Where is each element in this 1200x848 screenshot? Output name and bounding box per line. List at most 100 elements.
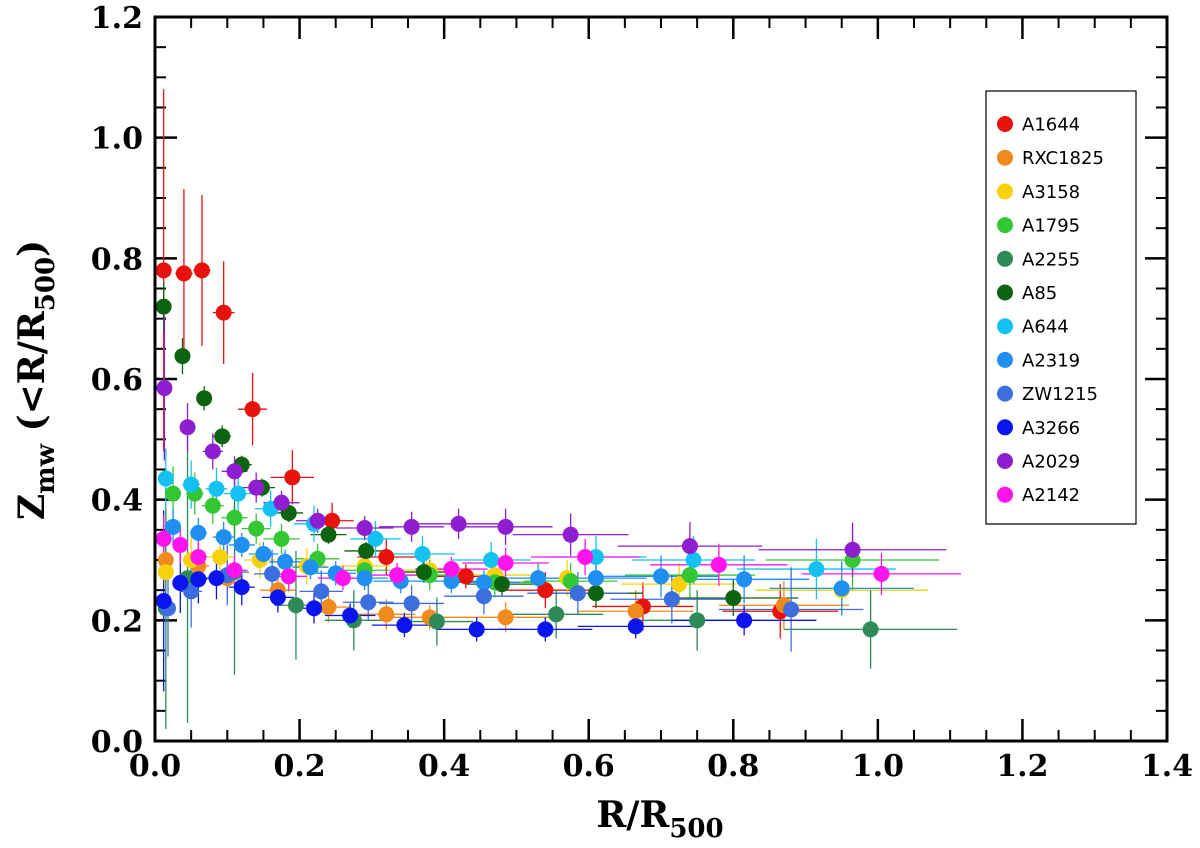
point-a2319 — [443, 573, 460, 590]
point-a2319 — [475, 574, 492, 591]
point-a2255 — [548, 606, 565, 623]
point-a2029 — [356, 520, 373, 537]
point-zw1215 — [783, 601, 800, 618]
point-a3266 — [736, 612, 753, 629]
legend-marker-a3266 — [997, 419, 1013, 436]
point-a2029 — [562, 526, 579, 543]
legend-label-a85: A85 — [1022, 283, 1057, 304]
point-a644 — [183, 476, 200, 493]
y-tick-label: 0.4 — [91, 484, 143, 519]
point-a3158 — [157, 564, 174, 581]
point-a3266 — [627, 618, 644, 635]
point-a85 — [493, 576, 510, 593]
legend-label-a3266: A3266 — [1022, 418, 1080, 439]
point-a2029 — [204, 443, 221, 460]
point-a644 — [230, 485, 247, 502]
point-a85 — [196, 390, 213, 407]
point-a3158 — [671, 576, 688, 593]
point-a85 — [214, 428, 231, 445]
point-a2029 — [681, 538, 698, 555]
point-a2029 — [450, 515, 467, 532]
point-a644 — [808, 561, 825, 578]
point-a2142 — [172, 536, 189, 553]
point-a3266 — [342, 607, 359, 624]
point-rxc1825 — [320, 599, 337, 616]
point-a1644 — [193, 262, 210, 279]
point-a1644 — [324, 512, 341, 529]
legend-label-a1644: A1644 — [1022, 115, 1080, 136]
point-a85 — [415, 564, 432, 581]
point-a2319 — [165, 518, 182, 535]
point-a2029 — [844, 541, 861, 558]
point-a1644 — [155, 262, 172, 279]
point-a3266 — [233, 579, 250, 596]
point-a644 — [208, 480, 225, 497]
point-a3158 — [212, 548, 229, 565]
point-a85 — [725, 590, 742, 607]
legend-label-a1795: A1795 — [1022, 216, 1080, 237]
point-a2319 — [653, 568, 669, 585]
point-a3266 — [537, 621, 554, 638]
point-a2255 — [862, 621, 879, 638]
legend-marker-rxc1825 — [997, 149, 1013, 166]
point-a2029 — [156, 380, 173, 397]
point-a1795 — [165, 485, 182, 502]
legend-label-a2319: A2319 — [1022, 350, 1080, 371]
point-a2319 — [277, 553, 294, 570]
point-a2319 — [530, 570, 547, 587]
point-a2142 — [577, 548, 594, 565]
point-zw1215 — [264, 565, 281, 582]
point-a2142 — [190, 548, 207, 565]
point-a2142 — [280, 568, 297, 585]
x-tick-label: 1.0 — [852, 749, 904, 784]
point-zw1215 — [403, 595, 420, 612]
point-a2319 — [302, 559, 319, 576]
point-a1795 — [226, 509, 243, 526]
legend-marker-a2029 — [997, 453, 1013, 469]
point-a2319 — [215, 529, 232, 546]
point-a85 — [320, 526, 337, 543]
data-points — [155, 262, 890, 638]
x-tick-label: 0.2 — [273, 749, 325, 784]
point-a1644 — [378, 548, 395, 565]
point-a85 — [174, 348, 191, 365]
point-a3266 — [269, 589, 286, 606]
y-tick-label: 1.0 — [91, 122, 143, 157]
legend-label-rxc1825: RXC1825 — [1022, 148, 1104, 169]
point-zw1215 — [569, 585, 586, 602]
point-a2142 — [710, 556, 727, 573]
point-a3266 — [208, 570, 225, 587]
legend-box — [985, 90, 1137, 525]
legend-label-zw1215: ZW1215 — [1022, 384, 1098, 405]
point-a1644 — [537, 582, 554, 599]
point-a2319 — [833, 580, 850, 597]
legend-label-a2142: A2142 — [1022, 485, 1080, 506]
x-tick-label: 1.4 — [1141, 749, 1193, 784]
point-a1795 — [562, 573, 579, 590]
axis-tick-labels: 0.0 0.2 0.4 0.6 0.8 1.0 1.2 1.4 0.0 0.2 0.4 0.6 0.8 1… — [91, 1, 1193, 784]
point-rxc1825 — [378, 606, 395, 623]
point-a85 — [358, 542, 375, 559]
point-a3266 — [172, 574, 189, 591]
point-a2319 — [356, 570, 373, 587]
error-bars — [157, 89, 961, 729]
point-a2029 — [226, 463, 243, 480]
legend: A1644 RXC1825 A3158 A1795 A2255 A85 A644 A2319 Z… — [985, 90, 1137, 525]
point-a2142 — [497, 555, 514, 572]
legend-marker-zw1215 — [997, 385, 1013, 402]
legend-marker-a2319 — [997, 351, 1013, 368]
point-a644 — [367, 530, 384, 547]
point-zw1215 — [663, 591, 680, 608]
point-a3266 — [155, 593, 172, 610]
x-axis-label: R/R500 — [596, 794, 723, 844]
point-a1795 — [204, 497, 221, 514]
legend-marker-a1644 — [997, 116, 1013, 132]
point-a1795 — [248, 520, 265, 537]
point-a2255 — [689, 612, 706, 629]
legend-label-a3158: A3158 — [1022, 182, 1080, 203]
point-a644 — [483, 552, 500, 568]
point-a644 — [685, 552, 702, 568]
point-a2029 — [403, 518, 420, 535]
legend-label-a2255: A2255 — [1022, 249, 1080, 270]
point-a2029 — [497, 518, 514, 535]
